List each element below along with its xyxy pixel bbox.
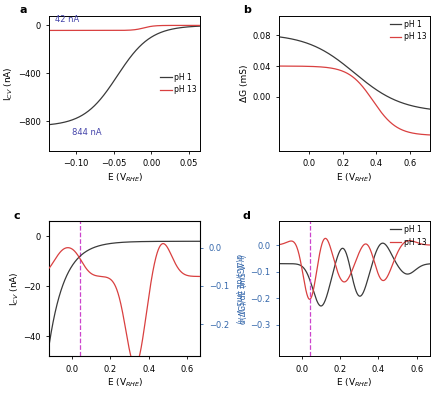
- pH 13: [345, 71, 350, 76]
- Y-axis label: d(ΔG)/dE (mS V⁻¹): d(ΔG)/dE (mS V⁻¹): [234, 254, 243, 324]
- Line: pH 13: pH 13: [49, 25, 200, 30]
- pH 1: [47, 122, 52, 127]
- pH 1: [86, 109, 91, 114]
- Y-axis label: ΔG (mS): ΔG (mS): [241, 65, 250, 102]
- pH 1: [390, 97, 396, 101]
- Line: pH 13: pH 13: [279, 238, 430, 299]
- pH 13: [390, 122, 396, 127]
- pH 13: [160, 23, 166, 28]
- Y-axis label: d(ΔG)/dE (mS V⁻¹): d(ΔG)/dE (mS V⁻¹): [239, 254, 248, 324]
- Legend: pH 1, pH 13: pH 1, pH 13: [390, 20, 426, 42]
- pH 13: [394, 251, 400, 256]
- pH 1: [427, 107, 433, 112]
- pH 13: [315, 65, 320, 69]
- pH 1: [198, 24, 203, 29]
- pH 1: [413, 267, 418, 272]
- pH 13: [324, 237, 330, 242]
- pH 13: [276, 64, 282, 69]
- pH 13: [427, 133, 433, 137]
- pH 1: [319, 303, 324, 308]
- pH 1: [73, 116, 79, 121]
- Text: c: c: [13, 211, 20, 221]
- pH 1: [376, 244, 381, 249]
- pH 1: [313, 296, 319, 301]
- pH 1: [365, 82, 370, 86]
- pH 13: [365, 91, 370, 96]
- Line: pH 1: pH 1: [279, 37, 430, 109]
- pH 1: [377, 89, 383, 94]
- X-axis label: E (V$_{RHE}$): E (V$_{RHE}$): [336, 171, 373, 184]
- pH 1: [276, 261, 282, 266]
- Text: 42 nA: 42 nA: [55, 15, 79, 24]
- Text: 844 nA: 844 nA: [72, 128, 102, 137]
- Legend: pH 1, pH 13: pH 1, pH 13: [160, 72, 197, 94]
- X-axis label: E (V$_{RHE}$): E (V$_{RHE}$): [107, 171, 143, 184]
- pH 13: [86, 28, 91, 33]
- X-axis label: E (V$_{RHE}$): E (V$_{RHE}$): [107, 377, 143, 389]
- pH 13: [376, 272, 381, 277]
- pH 1: [380, 241, 385, 246]
- pH 13: [73, 28, 79, 33]
- pH 13: [377, 108, 383, 113]
- pH 13: [314, 272, 319, 277]
- pH 13: [47, 28, 52, 33]
- Legend: pH 1, pH 13: pH 1, pH 13: [390, 225, 426, 247]
- pH 13: [307, 297, 312, 302]
- pH 1: [345, 65, 350, 70]
- pH 1: [160, 29, 166, 34]
- Text: a: a: [19, 5, 26, 15]
- pH 13: [276, 242, 282, 247]
- Line: pH 1: pH 1: [279, 243, 430, 306]
- pH 13: [427, 243, 433, 248]
- pH 1: [315, 45, 320, 50]
- pH 13: [303, 64, 308, 69]
- pH 1: [276, 34, 282, 39]
- X-axis label: E (V$_{RHE}$): E (V$_{RHE}$): [336, 377, 373, 389]
- pH 13: [323, 236, 328, 241]
- pH 13: [136, 27, 141, 32]
- Text: b: b: [243, 5, 250, 15]
- pH 1: [324, 293, 330, 298]
- pH 13: [319, 242, 324, 247]
- Line: pH 13: pH 13: [279, 66, 430, 135]
- pH 1: [318, 304, 323, 308]
- Text: d: d: [243, 211, 250, 221]
- pH 13: [413, 240, 418, 244]
- pH 1: [394, 262, 400, 267]
- Y-axis label: I$_{CV}$ (nA): I$_{CV}$ (nA): [3, 66, 15, 101]
- pH 13: [147, 24, 153, 29]
- pH 1: [303, 40, 308, 45]
- pH 13: [115, 28, 121, 33]
- Line: pH 1: pH 1: [49, 26, 200, 125]
- pH 1: [147, 36, 153, 40]
- Y-axis label: I$_{CV}$ (nA): I$_{CV}$ (nA): [8, 272, 21, 306]
- pH 1: [427, 261, 433, 266]
- pH 1: [136, 46, 141, 50]
- pH 1: [115, 73, 121, 78]
- pH 13: [198, 23, 203, 28]
